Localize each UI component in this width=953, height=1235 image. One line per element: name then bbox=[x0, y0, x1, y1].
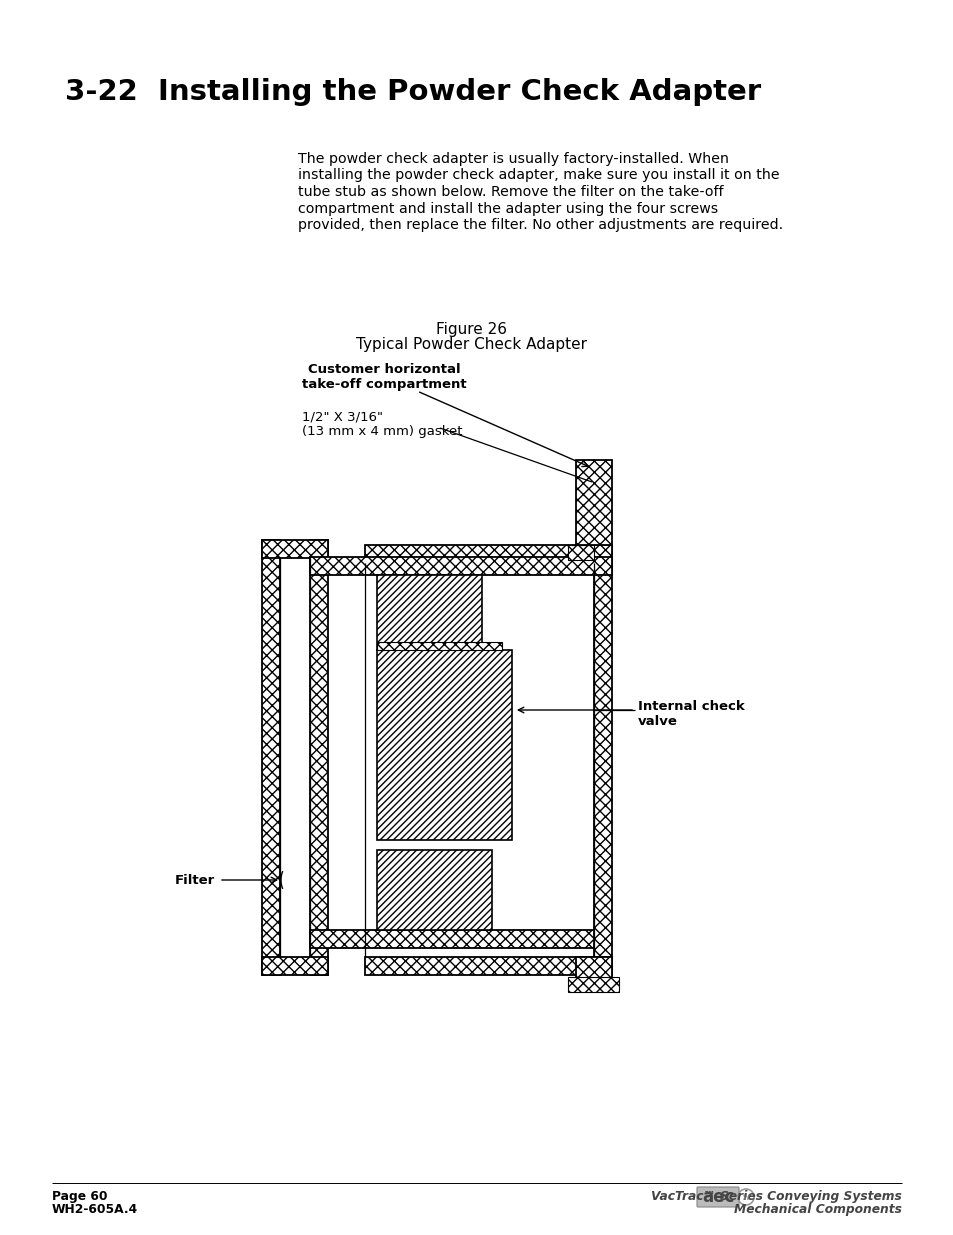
Text: provided, then replace the filter. No other adjustments are required.: provided, then replace the filter. No ot… bbox=[297, 219, 782, 232]
Bar bbox=[262, 540, 328, 558]
Text: installing the powder check adapter, make sure you install it on the: installing the powder check adapter, mak… bbox=[297, 168, 779, 183]
Text: compartment and install the adapter using the four screws: compartment and install the adapter usin… bbox=[297, 201, 718, 215]
Bar bbox=[365, 545, 612, 563]
Bar bbox=[376, 650, 512, 840]
Bar bbox=[310, 540, 328, 974]
Text: Figure 26: Figure 26 bbox=[436, 322, 507, 337]
Text: Filter: Filter bbox=[174, 873, 215, 887]
Bar bbox=[376, 576, 481, 650]
Bar bbox=[262, 540, 280, 974]
Bar bbox=[567, 545, 594, 559]
Text: VacTrac™ Series Conveying Systems: VacTrac™ Series Conveying Systems bbox=[651, 1191, 901, 1203]
Text: tube stub as shown below. Remove the filter on the take-off: tube stub as shown below. Remove the fil… bbox=[297, 185, 722, 199]
Text: The powder check adapter is usually factory-installed. When: The powder check adapter is usually fact… bbox=[297, 152, 728, 165]
Bar bbox=[376, 850, 492, 930]
Text: WH2-605A.4: WH2-605A.4 bbox=[52, 1203, 138, 1216]
Text: Customer horizontal
take-off compartment: Customer horizontal take-off compartment bbox=[302, 363, 466, 391]
FancyBboxPatch shape bbox=[697, 1187, 739, 1207]
Bar bbox=[310, 930, 594, 948]
Bar bbox=[365, 957, 612, 974]
Text: Page 60: Page 60 bbox=[52, 1191, 108, 1203]
Text: 3-22  Installing the Powder Check Adapter: 3-22 Installing the Powder Check Adapter bbox=[65, 78, 760, 106]
Text: 1/2" X 3/16"
(13 mm x 4 mm) gasket: 1/2" X 3/16" (13 mm x 4 mm) gasket bbox=[302, 410, 462, 438]
Bar bbox=[567, 977, 618, 992]
Text: Internal check
valve: Internal check valve bbox=[638, 700, 744, 727]
Text: w: w bbox=[741, 1193, 749, 1202]
Bar bbox=[594, 545, 612, 974]
Bar bbox=[376, 642, 501, 650]
Bar bbox=[576, 459, 612, 545]
Text: Typical Powder Check Adapter: Typical Powder Check Adapter bbox=[356, 337, 587, 352]
Bar bbox=[576, 957, 612, 992]
Text: Mechanical Components: Mechanical Components bbox=[734, 1203, 901, 1216]
Text: aec: aec bbox=[701, 1188, 734, 1207]
Bar bbox=[262, 957, 328, 974]
Bar bbox=[310, 557, 612, 576]
